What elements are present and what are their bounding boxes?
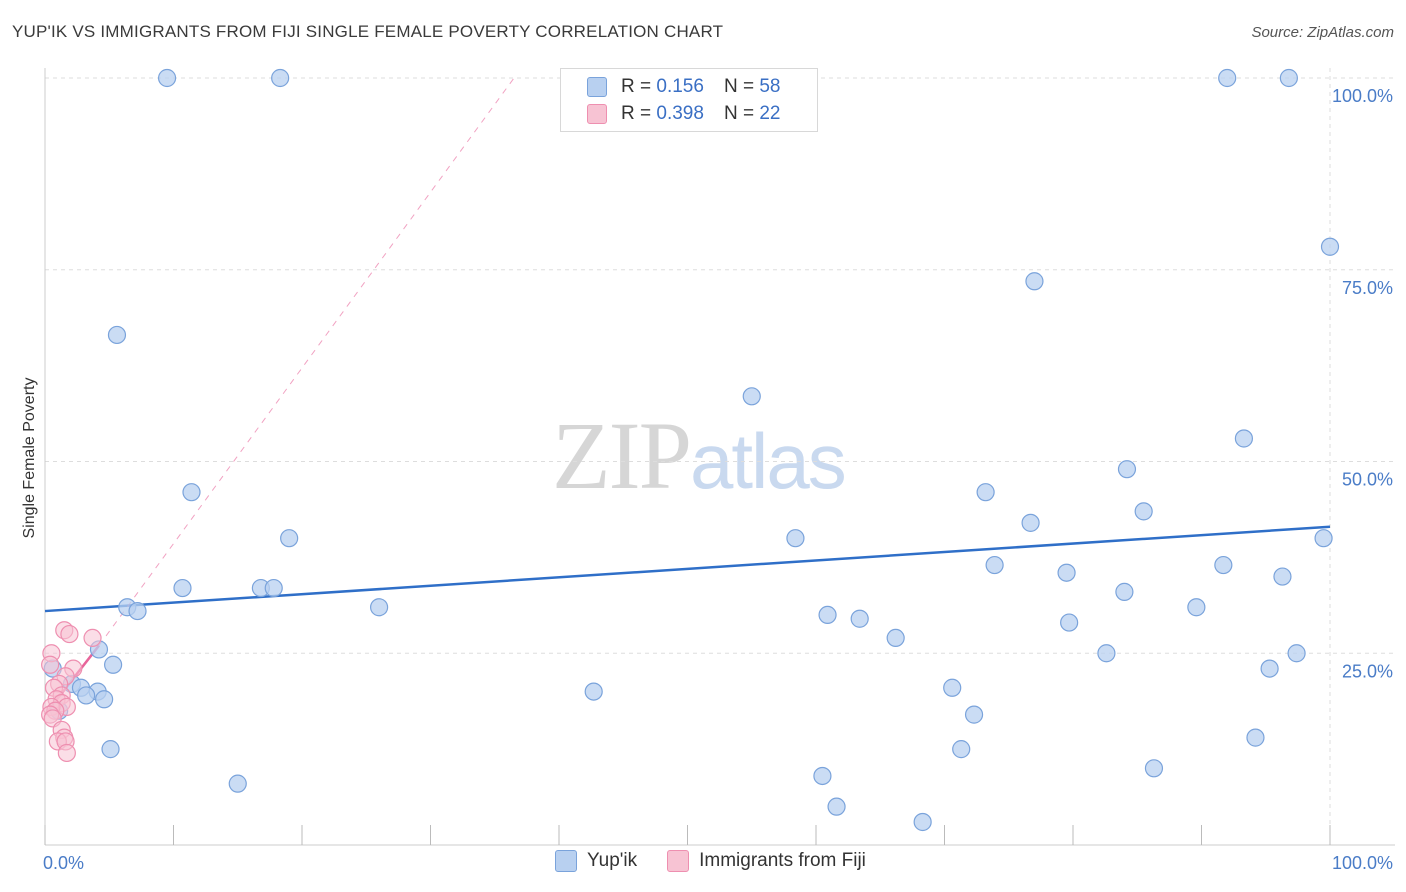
data-point-yupik [943, 678, 962, 697]
data-point-yupik [101, 740, 120, 759]
legend-item-yupik[interactable]: Yup'ik [555, 850, 637, 872]
trend-line-yupik [44, 525, 1331, 613]
legend-label-fiji: Immigrants from Fiji [699, 850, 866, 871]
data-point-yupik [913, 812, 932, 832]
data-point-yupik [228, 774, 247, 793]
data-point-yupik [1025, 272, 1044, 291]
data-point-yupik [1187, 598, 1206, 617]
data-point-yupik [1287, 644, 1306, 663]
legend-r-label: R = [621, 103, 652, 124]
data-point-yupik [850, 609, 869, 628]
series-fiji-points [41, 621, 102, 763]
legend-row-yupik: R = 0.156 N = 58 [587, 74, 780, 100]
legend-swatch-fiji [667, 850, 690, 872]
legend-n-label: N = [723, 76, 755, 97]
y-tick-label: 75.0% [1342, 278, 1393, 298]
data-point-yupik [818, 605, 837, 625]
data-point-fiji [41, 655, 60, 674]
source-credit: Source: ZipAtlas.com [1251, 24, 1394, 41]
data-point-yupik [584, 682, 603, 701]
data-point-fiji [57, 743, 76, 763]
data-point-yupik [1097, 644, 1116, 663]
data-point-yupik [1117, 460, 1137, 479]
data-point-yupik [95, 690, 114, 709]
watermark-zip: ZIP [552, 402, 692, 509]
data-point-yupik [742, 387, 761, 406]
data-point-yupik [1115, 582, 1134, 601]
data-point-yupik [1134, 502, 1153, 521]
data-point-yupik [182, 483, 201, 502]
legend-label-yupik: Yup'ik [587, 850, 638, 871]
axes [44, 68, 1395, 846]
data-point-yupik [976, 483, 995, 502]
data-point-yupik [813, 766, 832, 786]
y-tick-label: 50.0% [1342, 470, 1393, 490]
legend-r-label: R = [621, 76, 652, 97]
x-tick-label: 0.0% [43, 853, 84, 873]
x-tick-label: 100.0% [1332, 853, 1393, 873]
chart-title: YUP'IK VS IMMIGRANTS FROM FIJI SINGLE FE… [12, 22, 724, 41]
legend-swatch-yupik [555, 850, 577, 872]
data-point-yupik [1218, 68, 1237, 88]
series-yupik-points [43, 68, 1340, 832]
series-legend: Yup'ik Immigrants from Fiji [555, 850, 896, 872]
data-point-yupik [370, 598, 389, 617]
correlation-legend: R = 0.156 N = 58 R = 0.398 N = 22 [560, 68, 818, 132]
tick-labels: 25.0% 50.0% 75.0% 100.0% 0.0% 100.0% [43, 86, 1393, 873]
data-point-fiji [83, 628, 102, 648]
data-point-yupik [964, 705, 984, 724]
data-point-yupik [1260, 659, 1279, 678]
y-axis-label: Single Female Poverty [21, 378, 38, 539]
data-point-yupik [1060, 613, 1079, 632]
y-tick-label: 100.0% [1332, 86, 1393, 106]
data-point-yupik [1246, 728, 1265, 747]
data-point-yupik [264, 578, 283, 598]
data-point-yupik [1234, 429, 1254, 448]
data-point-yupik [985, 555, 1004, 575]
data-point-yupik [1144, 759, 1164, 778]
data-point-yupik [1021, 513, 1040, 532]
data-point-yupik [173, 578, 192, 598]
data-point-yupik [280, 529, 299, 548]
data-point-yupik [157, 68, 177, 88]
data-point-yupik [128, 601, 147, 621]
legend-n-value: 58 [759, 76, 781, 97]
trend-lines [44, 77, 1331, 716]
data-point-yupik [827, 797, 846, 816]
data-point-yupik [786, 529, 805, 548]
data-point-yupik [104, 655, 123, 674]
data-point-yupik [1273, 567, 1292, 586]
legend-item-fiji[interactable]: Immigrants from Fiji [667, 850, 866, 872]
data-point-yupik [77, 686, 96, 705]
legend-r-value: 0.156 [656, 76, 704, 97]
data-point-yupik [886, 628, 905, 648]
data-point-yupik [271, 68, 290, 88]
legend-swatch-fiji [587, 104, 607, 124]
data-point-yupik [952, 740, 971, 759]
legend-r-value: 0.398 [656, 103, 704, 124]
data-point-yupik [1214, 555, 1233, 575]
legend-n-value: 22 [759, 103, 781, 124]
legend-swatch-yupik [587, 77, 607, 97]
legend-n-label: N = [723, 103, 755, 124]
data-point-yupik [1057, 563, 1076, 582]
legend-row-fiji: R = 0.398 N = 22 [587, 101, 780, 127]
y-tick-label: 25.0% [1342, 661, 1393, 681]
trend-line-fiji-extended [98, 77, 515, 646]
gridlines [45, 68, 1395, 845]
data-point-yupik [1279, 68, 1298, 88]
data-point-yupik [1314, 529, 1333, 548]
watermark: ZIPatlas [552, 400, 847, 511]
data-point-yupik [1320, 237, 1340, 256]
data-point-yupik [107, 325, 127, 345]
data-point-fiji [60, 624, 79, 644]
